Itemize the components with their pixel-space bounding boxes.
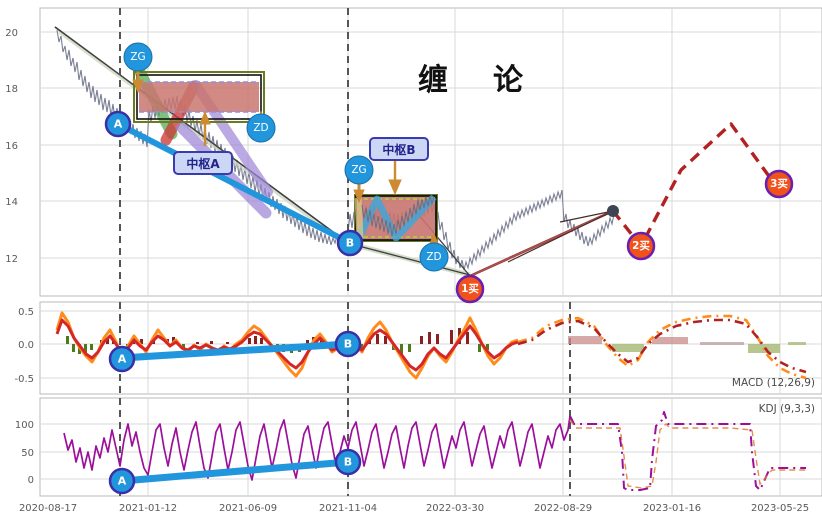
macd-segment-ab-line <box>118 340 352 362</box>
pivot-b-label-text: 中枢B <box>382 142 415 157</box>
watermark-left-char: 缠 <box>418 63 448 98</box>
kdj-segment-ab-line <box>118 458 352 485</box>
xtick-1: 2021-01-12 <box>119 503 177 514</box>
xtick-0: 2020-08-17 <box>19 503 77 514</box>
kdj-indicator-label: KDJ (9,3,3) <box>759 403 815 415</box>
badge-zg-pivot-b[interactable]: ZG <box>344 155 374 185</box>
xtick-2: 2021-06-09 <box>219 503 277 514</box>
kdj-ytick-1: 50 <box>21 448 34 459</box>
kdj-ytick-2: 0 <box>28 475 34 486</box>
badge-zd-pivot-a[interactable]: ZD <box>246 113 276 143</box>
badge-zd-pivot-b[interactable]: ZD <box>419 242 449 272</box>
badge-segment-a-price-label: A <box>114 118 123 131</box>
badge-segment-a-macd-label: A <box>118 353 127 366</box>
badge-zg-pivot-a-label: ZG <box>130 51 145 63</box>
badge-segment-b-kdj[interactable]: B <box>334 448 362 476</box>
watermark: 缠 论 <box>418 63 524 98</box>
forecast-path <box>607 122 781 248</box>
xtick-6: 2023-01-16 <box>643 503 701 514</box>
badge-buy-point-1-label: 1买 <box>461 283 479 295</box>
macd-ytick-2: -0.5 <box>14 374 34 385</box>
xtick-5: 2022-08-29 <box>534 503 592 514</box>
price-y-axis: 20 18 16 14 12 <box>5 28 18 265</box>
pivot-a-box <box>133 71 265 123</box>
kdj-series <box>63 411 806 491</box>
vertical-date-markers <box>119 8 571 496</box>
badge-zd-pivot-a-label: ZD <box>253 122 268 134</box>
xtick-4: 2022-03-30 <box>426 503 484 514</box>
badge-segment-a-macd[interactable]: A <box>108 345 136 373</box>
watermark-right-char: 论 <box>493 63 524 98</box>
pivot-a-label-text: 中枢A <box>186 156 220 171</box>
badge-segment-b-kdj-label: B <box>344 456 352 469</box>
badge-segment-b-price-label: B <box>346 237 354 250</box>
kdj-y-axis: 100 50 0 <box>15 420 34 486</box>
macd-ytick-0: 0.5 <box>18 307 34 318</box>
badge-segment-b-macd[interactable]: B <box>334 330 362 358</box>
badge-segment-a-kdj[interactable]: A <box>108 467 136 495</box>
badge-zd-pivot-b-label: ZD <box>426 251 441 263</box>
price-ytick-3: 14 <box>5 197 18 208</box>
price-ytick-1: 18 <box>5 84 18 95</box>
badge-buy-point-3-label: 3买 <box>770 178 788 190</box>
price-ytick-4: 12 <box>5 254 18 265</box>
badge-segment-a-kdj-label: A <box>118 475 127 488</box>
badge-zg-pivot-b-label: ZG <box>351 164 366 176</box>
x-axis: 2020-08-17 2021-01-12 2021-06-09 2021-11… <box>19 503 809 514</box>
xtick-3: 2021-11-04 <box>319 503 377 514</box>
kdj-ytick-0: 100 <box>15 420 34 431</box>
badge-buy-point-2[interactable]: 2买 <box>626 231 656 261</box>
macd-ytick-1: 0.0 <box>18 340 34 351</box>
macd-indicator-label: MACD (12,26,9) <box>732 377 815 389</box>
badge-segment-b-macd-label: B <box>344 338 352 351</box>
xtick-7: 2023-05-25 <box>751 503 809 514</box>
price-ytick-0: 20 <box>5 28 18 39</box>
badge-buy-point-3[interactable]: 3买 <box>764 169 794 199</box>
badge-buy-point-1[interactable]: 1买 <box>455 274 485 304</box>
pivot-b-label[interactable]: 中枢B <box>369 137 429 161</box>
badge-segment-b-price[interactable]: B <box>336 229 364 257</box>
badge-buy-point-2-label: 2买 <box>632 240 650 252</box>
badge-segment-a-price[interactable]: A <box>104 110 132 138</box>
panel-frames <box>39 7 822 497</box>
macd-y-axis: 0.5 0.0 -0.5 <box>14 307 34 385</box>
badge-zg-pivot-a[interactable]: ZG <box>123 42 153 72</box>
pivot-a-label[interactable]: 中枢A <box>173 151 233 175</box>
pivot-b-box <box>354 194 438 242</box>
price-ytick-2: 16 <box>5 141 18 152</box>
price-segment-ab-line <box>115 121 353 246</box>
